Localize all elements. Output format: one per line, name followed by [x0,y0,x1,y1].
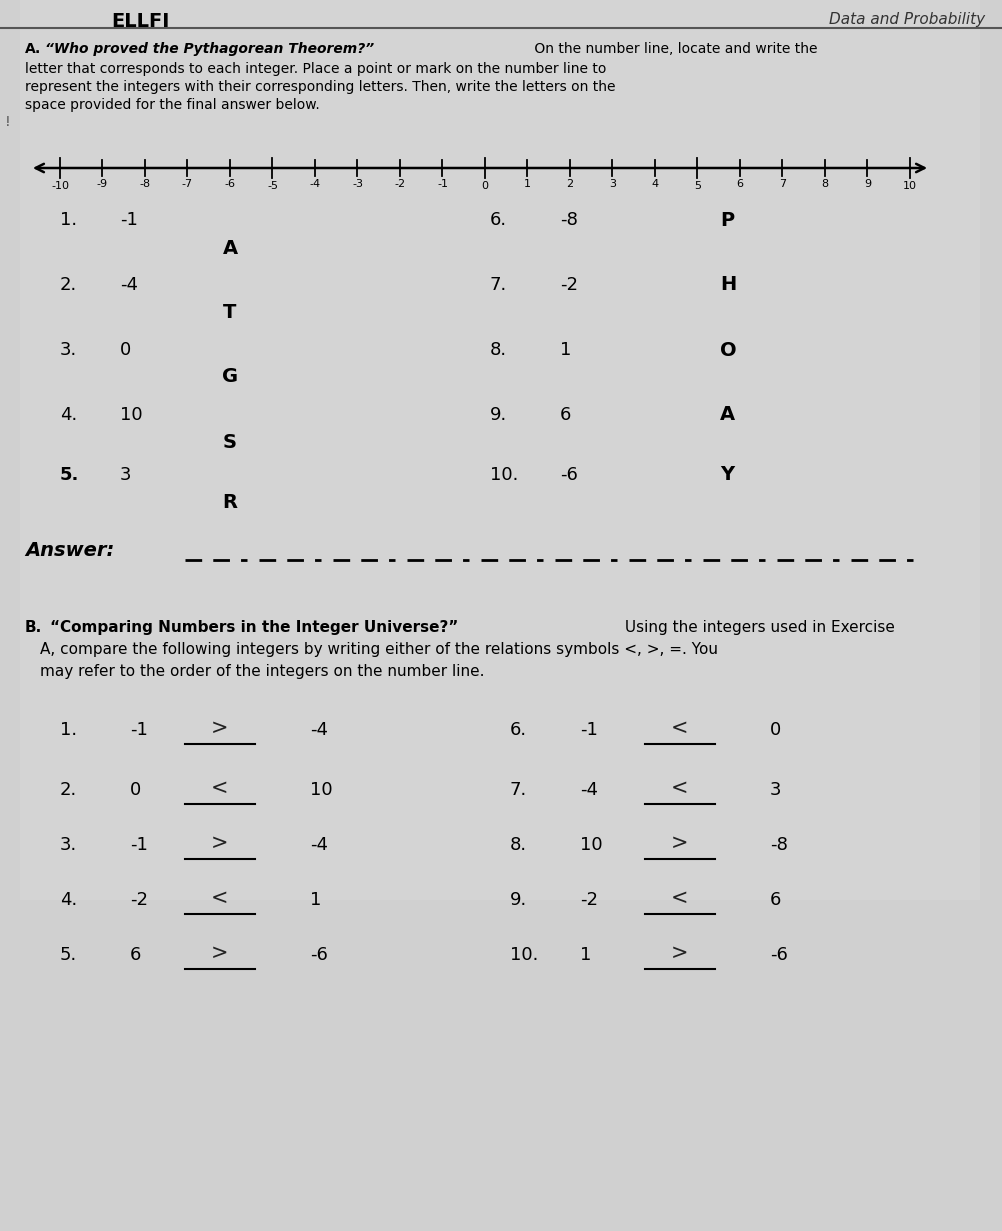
Text: 10: 10 [902,181,916,191]
Text: 7: 7 [779,178,786,190]
Text: -2: -2 [579,891,597,908]
Text: 9.: 9. [509,891,527,908]
Text: <: < [670,718,688,739]
Text: 6: 6 [130,945,141,964]
Text: -6: -6 [559,467,577,484]
Text: <: < [670,778,688,798]
Text: 10: 10 [120,406,142,423]
Text: 5: 5 [693,181,700,191]
Text: 8.: 8. [509,836,527,854]
Text: T: T [223,304,236,323]
Text: -6: -6 [224,178,235,190]
Text: -8: -8 [559,211,577,229]
Text: -7: -7 [181,178,192,190]
Text: 6.: 6. [509,721,527,739]
Text: 2.: 2. [60,780,77,799]
Text: “Comparing Numbers in the Integer Universe?”: “Comparing Numbers in the Integer Univer… [50,620,458,635]
Text: 6: 6 [770,891,781,908]
Text: 4: 4 [650,178,658,190]
Text: >: > [211,833,228,853]
Text: 2.: 2. [60,276,77,294]
Text: “Who proved the Pythagorean Theorem?”: “Who proved the Pythagorean Theorem?” [45,42,374,55]
Text: -1: -1 [120,211,137,229]
Text: -4: -4 [579,780,597,799]
Text: 8: 8 [821,178,828,190]
Text: -4: -4 [120,276,138,294]
Text: <: < [211,778,228,798]
Text: -6: -6 [310,945,328,964]
Text: 3: 3 [770,780,781,799]
Text: 6.: 6. [490,211,507,229]
Text: 3.: 3. [60,341,77,359]
Text: 10.: 10. [509,945,538,964]
Text: 10: 10 [579,836,602,854]
Text: 0: 0 [481,181,488,191]
Text: 7.: 7. [490,276,507,294]
Text: Data and Probability: Data and Probability [828,12,984,27]
Text: 9: 9 [863,178,870,190]
Text: Y: Y [719,465,733,485]
Text: may refer to the order of the integers on the number line.: may refer to the order of the integers o… [40,664,484,680]
Text: -2: -2 [130,891,148,908]
Text: A, compare the following integers by writing either of the relations symbols <, : A, compare the following integers by wri… [40,643,717,657]
Text: >: > [211,943,228,963]
Text: space provided for the final answer below.: space provided for the final answer belo… [25,98,320,112]
Text: -5: -5 [267,181,278,191]
Text: 2: 2 [566,178,573,190]
Text: -3: -3 [352,178,363,190]
Text: 10.: 10. [490,467,518,484]
Text: -2: -2 [559,276,577,294]
Text: G: G [221,368,237,387]
Text: 7.: 7. [509,780,527,799]
Text: -4: -4 [310,178,321,190]
Text: B.: B. [25,620,42,635]
Text: 6: 6 [559,406,571,423]
Text: A: A [719,405,734,425]
Text: 1.: 1. [60,721,77,739]
Text: S: S [222,433,236,453]
Text: 10: 10 [310,780,333,799]
Text: 3: 3 [120,467,131,484]
Text: 6: 6 [735,178,742,190]
Text: -6: -6 [770,945,788,964]
Text: -4: -4 [310,721,328,739]
Text: 5.: 5. [60,945,77,964]
Text: On the number line, locate and write the: On the number line, locate and write the [529,42,817,55]
Text: 1: 1 [579,945,591,964]
Text: -1: -1 [130,836,147,854]
Text: >: > [211,718,228,739]
FancyBboxPatch shape [20,0,979,900]
Text: represent the integers with their corresponding letters. Then, write the letters: represent the integers with their corres… [25,80,615,94]
Text: -10: -10 [51,181,69,191]
Text: 1: 1 [523,178,530,190]
Text: <: < [670,888,688,908]
Text: 4.: 4. [60,891,77,908]
Text: P: P [719,211,733,229]
Text: 1: 1 [559,341,571,359]
Text: <: < [211,888,228,908]
Text: Using the integers used in Exercise: Using the integers used in Exercise [619,620,894,635]
Text: 1.: 1. [60,211,77,229]
Text: -1: -1 [130,721,147,739]
Text: >: > [670,943,688,963]
Text: -8: -8 [139,178,150,190]
Text: 3.: 3. [60,836,77,854]
Text: Answer:: Answer: [25,540,114,560]
Text: H: H [719,276,735,294]
Text: -4: -4 [310,836,328,854]
Text: 3: 3 [608,178,615,190]
Text: -8: -8 [770,836,788,854]
Text: -1: -1 [579,721,597,739]
Text: ELLFI: ELLFI [111,12,169,31]
Text: 0: 0 [120,341,131,359]
Text: 1: 1 [310,891,321,908]
Text: !: ! [5,114,11,129]
Text: -9: -9 [97,178,108,190]
Text: -2: -2 [394,178,405,190]
Text: 5.: 5. [60,467,79,484]
Text: -1: -1 [437,178,448,190]
Text: O: O [719,341,735,359]
Text: 4.: 4. [60,406,77,423]
Text: R: R [222,494,237,512]
